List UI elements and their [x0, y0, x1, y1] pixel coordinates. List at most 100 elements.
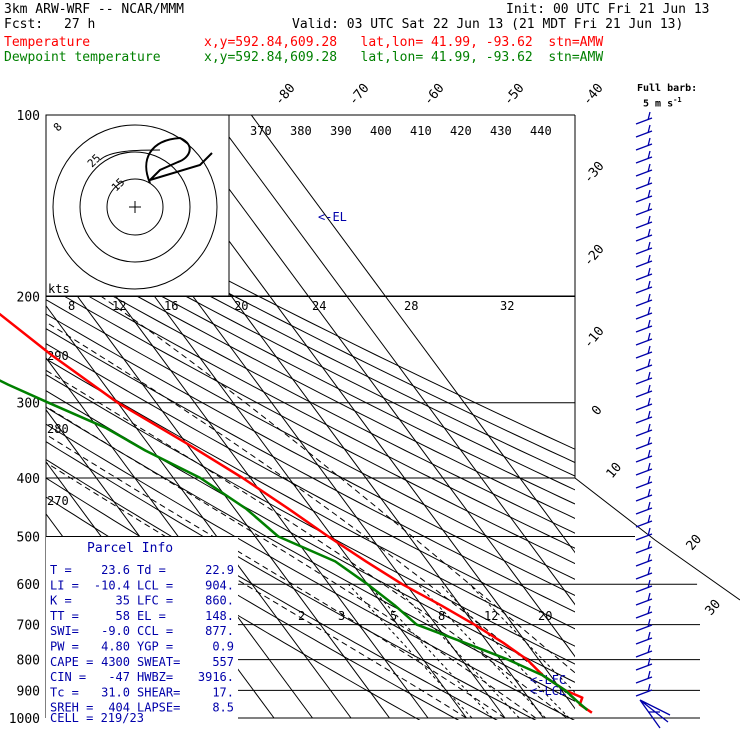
theta-label: 430: [490, 124, 512, 138]
dry-adiabat-line: [46, 219, 575, 491]
wind-barb-flag: [647, 254, 651, 264]
barb-legend-title: Full barb:: [637, 83, 698, 94]
mixing-ratio-line: [439, 583, 570, 719]
mixing-ratio-line: [348, 583, 473, 719]
parcel-label: LI =: [50, 578, 79, 592]
parcel-value: 877.: [205, 624, 234, 638]
theta-side-label: 270: [47, 494, 69, 508]
wind-barb-flag: [647, 670, 651, 680]
dry-adiabat-line: [46, 343, 575, 630]
wind-barb-flag: [647, 540, 651, 550]
parcel-label: CAPE =: [50, 655, 93, 669]
pressure-label-400: 400: [17, 472, 40, 487]
parcel-label: HWBZ=: [137, 670, 173, 684]
wind-barb: [635, 650, 653, 658]
wind-barb-flag: [647, 189, 651, 199]
wind-barb-flag: [647, 423, 651, 433]
theta-label: 390: [330, 124, 352, 138]
parcel-value: 4.80: [101, 640, 130, 654]
wind-barb-flag: [647, 644, 651, 654]
wind-barb-flag: [647, 605, 651, 615]
wind-barb: [635, 468, 653, 476]
moist-adiabat-line: [46, 369, 567, 719]
dry-adiabat-line: [46, 271, 575, 549]
wind-barb: [635, 247, 653, 255]
dry-adiabat-line: [46, 358, 575, 647]
mixing-ratio-label: 8: [438, 609, 445, 623]
hodograph-ring: [106, 178, 164, 236]
theta-label: 380: [290, 124, 312, 138]
wind-barb: [635, 481, 653, 489]
moist-adiabat-line: [46, 461, 467, 719]
hodograph-axis-label: 12: [112, 299, 126, 313]
hodograph-axis-label: 20: [234, 299, 248, 313]
mixing-ratio-label: 20: [538, 609, 552, 623]
wind-barb: [635, 429, 653, 437]
isotherm-line: [250, 115, 575, 554]
isotherm-label: -70: [346, 81, 373, 109]
dry-adiabat-line: [46, 258, 575, 534]
wind-barb: [635, 585, 653, 593]
wind-barb-flag: [647, 150, 651, 160]
wind-barb-flag: [647, 267, 651, 277]
parcel-label: Td =: [137, 563, 166, 577]
dry-adiabat-line: [46, 374, 575, 665]
parcel-value: 35: [116, 594, 130, 608]
forecast-label: Fcst:: [4, 17, 44, 32]
isotherm-label: -80: [272, 81, 299, 109]
hodograph-units: kts: [48, 282, 70, 296]
pressure-label-300: 300: [17, 397, 40, 412]
isotherm-label: 10: [604, 460, 626, 482]
wind-barbs: [635, 111, 671, 729]
dewpoint-profile: [0, 379, 589, 711]
parcel-value: 31.0: [101, 685, 130, 699]
wind-barb: [635, 377, 653, 385]
barb-legend-value: 5 m s-1: [643, 96, 682, 110]
dry-adiabat-line: [46, 441, 537, 720]
mixing-ratio-line: [367, 583, 493, 719]
isotherm-label: -10: [581, 324, 608, 352]
isotherm-label: 0: [589, 403, 606, 419]
isotherm-label: -30: [581, 159, 608, 187]
parcel-value: 23.6: [101, 563, 130, 577]
moist-adiabat-line: [101, 296, 575, 674]
wind-barb: [635, 442, 653, 450]
moist-adiabat-line: [46, 405, 537, 719]
wind-barb-flag: [647, 410, 651, 420]
el-marker: <-EL: [318, 210, 347, 224]
parcel-label: SWI=: [50, 624, 79, 638]
dewpoint-legend: Dewpoint temperature: [4, 50, 161, 65]
wind-barb: [635, 299, 653, 307]
parcel-value: 22.9: [205, 563, 234, 577]
hodograph-axis-label: 28: [404, 299, 418, 313]
wind-barb: [635, 169, 653, 177]
valid-time: Valid: 03 UTC Sat 22 Jun 13 (21 MDT Fri …: [292, 17, 684, 32]
wind-barb-flag: [647, 319, 651, 329]
wind-barb-flag: [647, 579, 651, 589]
mixing-ratio-label: 3: [338, 609, 345, 623]
wind-barb: [635, 234, 653, 242]
wind-barb-flag: [647, 488, 651, 498]
wind-barb: [635, 130, 653, 138]
model-title: 3km ARW-WRF -- NCAR/MMM: [4, 2, 185, 17]
wind-barb-flag: [647, 475, 651, 485]
pressure-label-1000: 1000: [9, 712, 40, 727]
theta-label: 420: [450, 124, 472, 138]
wind-barb-surface: [639, 699, 671, 729]
frame-edge: [574, 115, 740, 601]
wind-barb-flag: [647, 371, 651, 381]
wind-barb-flag: [647, 163, 651, 173]
parcel-label: SWEAT=: [137, 655, 180, 669]
pressure-label-200: 200: [17, 291, 40, 306]
dry-adiabat-line: [46, 299, 575, 580]
pressure-label-500: 500: [17, 530, 40, 545]
wind-barb: [635, 286, 653, 294]
wind-barb: [635, 260, 653, 268]
wind-barb: [635, 416, 653, 424]
wind-barb-flag: [647, 241, 651, 251]
wind-barb-flag: [647, 176, 651, 186]
dry-adiabat-line: [46, 423, 575, 720]
dewpoint-location: x,y=592.84,609.28 lat,lon= 41.99, -93.62…: [204, 50, 604, 65]
hodograph-trace: [145, 136, 213, 184]
hodograph-axis-label: 32: [500, 299, 514, 313]
